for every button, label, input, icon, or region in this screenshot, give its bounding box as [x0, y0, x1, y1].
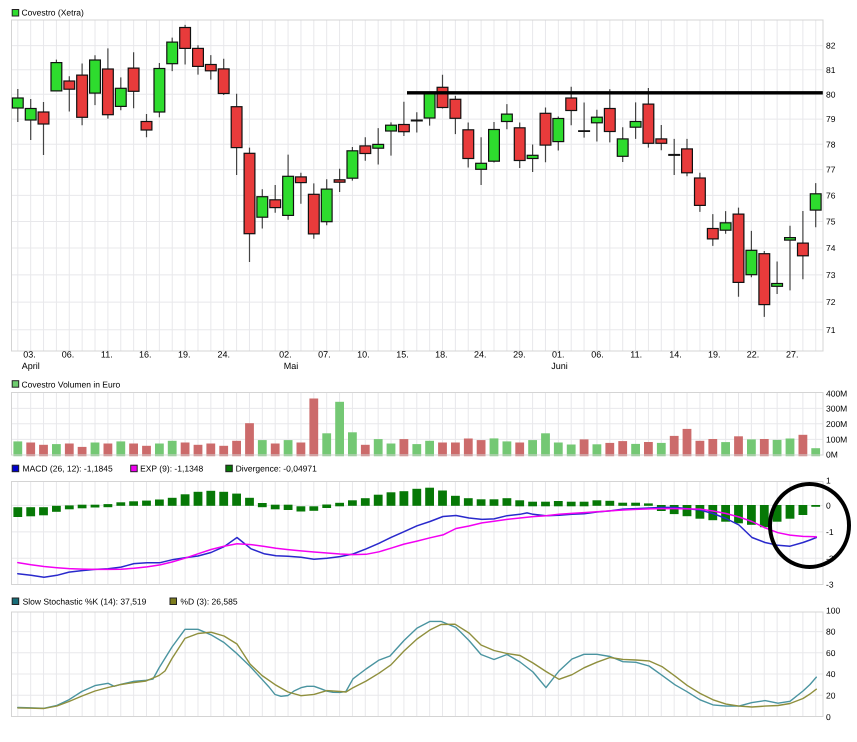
svg-text:200M: 200M [826, 419, 847, 429]
svg-text:1: 1 [826, 476, 831, 486]
svg-text:79: 79 [826, 114, 836, 124]
svg-text:400M: 400M [826, 388, 847, 398]
svg-text:72: 72 [826, 297, 836, 307]
svg-text:Covestro Volumen in Euro: Covestro Volumen in Euro [22, 379, 121, 389]
svg-text:27.: 27. [786, 350, 799, 360]
svg-text:03.: 03. [23, 350, 36, 360]
svg-text:0: 0 [826, 501, 831, 511]
svg-text:80: 80 [826, 627, 836, 637]
svg-text:78: 78 [826, 139, 836, 149]
svg-text:MACD (26, 12): -1,1845: MACD (26, 12): -1,1845 [23, 464, 114, 474]
svg-text:100: 100 [826, 606, 840, 616]
svg-text:75: 75 [826, 217, 836, 227]
svg-text:0M: 0M [826, 450, 838, 460]
svg-text:Covestro (Xetra): Covestro (Xetra) [22, 7, 85, 17]
svg-text:60: 60 [826, 648, 836, 658]
svg-text:300M: 300M [826, 404, 847, 414]
svg-text:Mai: Mai [284, 361, 299, 371]
svg-text:24.: 24. [474, 350, 487, 360]
svg-text:10.: 10. [357, 350, 370, 360]
svg-text:April: April [22, 361, 40, 371]
svg-text:14.: 14. [669, 350, 682, 360]
svg-text:07.: 07. [318, 350, 331, 360]
svg-text:-3: -3 [826, 580, 834, 590]
svg-text:02.: 02. [279, 350, 292, 360]
svg-text:-1: -1 [826, 527, 834, 537]
svg-text:06.: 06. [591, 350, 604, 360]
svg-text:EXP (9): -1,1348: EXP (9): -1,1348 [140, 464, 203, 474]
svg-text:22.: 22. [747, 350, 760, 360]
svg-text:24.: 24. [218, 350, 231, 360]
svg-text:Juni: Juni [551, 361, 568, 371]
svg-text:18.: 18. [435, 350, 448, 360]
svg-text:Slow Stochastic %K (14): 37,51: Slow Stochastic %K (14): 37,519 [23, 596, 147, 606]
svg-text:%D (3): 26,585: %D (3): 26,585 [180, 596, 237, 606]
svg-text:100M: 100M [826, 434, 847, 444]
svg-text:11.: 11. [101, 350, 113, 360]
svg-text:73: 73 [826, 270, 836, 280]
svg-text:06.: 06. [62, 350, 75, 360]
svg-text:11.: 11. [630, 350, 642, 360]
svg-text:77: 77 [826, 165, 836, 175]
svg-text:40: 40 [826, 669, 836, 679]
svg-text:19.: 19. [178, 350, 191, 360]
svg-text:82: 82 [826, 41, 836, 51]
svg-text:29.: 29. [513, 350, 526, 360]
svg-text:71: 71 [826, 325, 836, 335]
svg-text:19.: 19. [708, 350, 721, 360]
svg-text:74: 74 [826, 243, 836, 253]
svg-text:Divergence: -0,04971: Divergence: -0,04971 [236, 464, 318, 474]
svg-text:01.: 01. [552, 350, 565, 360]
svg-text:15.: 15. [396, 350, 409, 360]
svg-text:0: 0 [826, 712, 831, 722]
svg-text:81: 81 [826, 65, 836, 75]
svg-text:16.: 16. [139, 350, 152, 360]
svg-text:20: 20 [826, 690, 836, 700]
svg-text:76: 76 [826, 191, 836, 201]
svg-text:80: 80 [826, 89, 836, 99]
svg-text:-2: -2 [826, 553, 834, 563]
